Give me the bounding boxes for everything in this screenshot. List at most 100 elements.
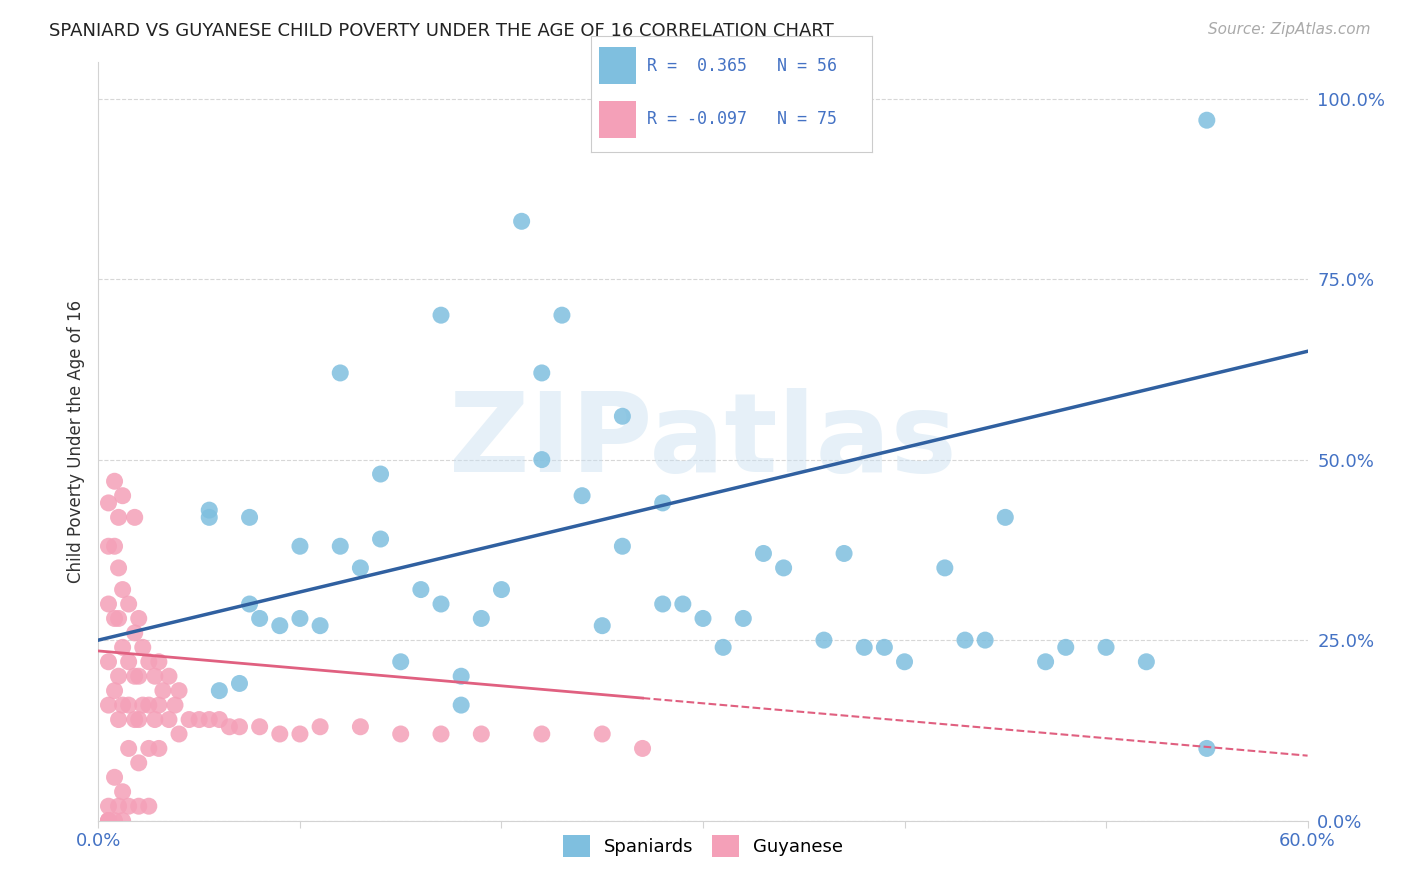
Point <box>132 640 155 655</box>
Point <box>873 640 896 655</box>
Point <box>198 503 221 517</box>
Point <box>994 510 1017 524</box>
Point <box>692 611 714 625</box>
Point <box>249 720 271 734</box>
Point <box>111 785 134 799</box>
Point <box>269 618 291 632</box>
Point <box>111 698 134 712</box>
Point <box>111 640 134 655</box>
Point <box>450 698 472 712</box>
Point <box>612 539 634 553</box>
Point <box>97 655 120 669</box>
Point <box>198 510 221 524</box>
Point <box>111 582 134 597</box>
Point <box>1135 655 1157 669</box>
Point <box>97 799 120 814</box>
Point <box>128 756 150 770</box>
Point <box>107 669 129 683</box>
Point <box>179 713 201 727</box>
Point <box>148 655 170 669</box>
Point <box>167 683 190 698</box>
Point <box>651 496 673 510</box>
Point <box>218 720 240 734</box>
Point <box>711 640 734 655</box>
Point <box>612 409 634 424</box>
Point <box>672 597 695 611</box>
Text: R = -0.097   N = 75: R = -0.097 N = 75 <box>647 111 837 128</box>
Point <box>953 633 976 648</box>
Point <box>128 669 150 683</box>
Point <box>309 618 332 632</box>
Point <box>148 741 170 756</box>
Point <box>138 655 160 669</box>
Point <box>124 626 146 640</box>
Point <box>138 741 160 756</box>
Point <box>893 655 915 669</box>
Point <box>138 698 160 712</box>
Point <box>138 799 160 814</box>
Point <box>118 741 141 756</box>
Bar <box>599 47 636 85</box>
Text: R =  0.365   N = 56: R = 0.365 N = 56 <box>647 57 837 75</box>
Point <box>163 698 186 712</box>
Point <box>591 618 613 632</box>
Point <box>269 727 291 741</box>
Point <box>103 770 125 784</box>
Point <box>288 727 311 741</box>
Point <box>157 669 180 683</box>
Point <box>107 799 129 814</box>
Text: ZIPatlas: ZIPatlas <box>449 388 957 495</box>
Y-axis label: Child Poverty Under the Age of 16: Child Poverty Under the Age of 16 <box>66 300 84 583</box>
Point <box>551 308 574 322</box>
Point <box>103 539 125 553</box>
Point <box>198 713 221 727</box>
Point <box>97 814 120 828</box>
Point <box>631 113 654 128</box>
Point <box>118 597 141 611</box>
Point <box>752 546 775 560</box>
Point <box>107 713 129 727</box>
Point <box>389 727 412 741</box>
Point <box>152 683 174 698</box>
Point <box>111 489 134 503</box>
Point <box>430 597 453 611</box>
Point <box>143 669 166 683</box>
Point <box>430 308 453 322</box>
Point <box>118 655 141 669</box>
Point <box>934 561 956 575</box>
Bar <box>599 101 636 137</box>
Point <box>97 814 120 828</box>
Point <box>97 698 120 712</box>
Point <box>631 741 654 756</box>
Point <box>97 597 120 611</box>
Point <box>530 727 553 741</box>
Point <box>1035 655 1057 669</box>
Point <box>832 546 855 560</box>
Point <box>249 611 271 625</box>
Point <box>470 727 492 741</box>
Point <box>813 633 835 648</box>
Point <box>143 713 166 727</box>
Point <box>103 683 125 698</box>
Point <box>228 676 250 690</box>
Point <box>733 611 755 625</box>
Point <box>329 366 352 380</box>
Point <box>853 640 876 655</box>
Point <box>1095 640 1118 655</box>
Point <box>128 799 150 814</box>
Point <box>97 496 120 510</box>
Point <box>107 561 129 575</box>
Point <box>389 655 412 669</box>
Point <box>208 713 231 727</box>
Point <box>124 669 146 683</box>
Point <box>167 727 190 741</box>
Point <box>132 698 155 712</box>
Point <box>530 366 553 380</box>
Point <box>107 611 129 625</box>
Point <box>128 611 150 625</box>
Point <box>430 727 453 741</box>
Point <box>349 720 371 734</box>
Point <box>118 698 141 712</box>
Point <box>111 814 134 828</box>
Point <box>370 467 392 481</box>
